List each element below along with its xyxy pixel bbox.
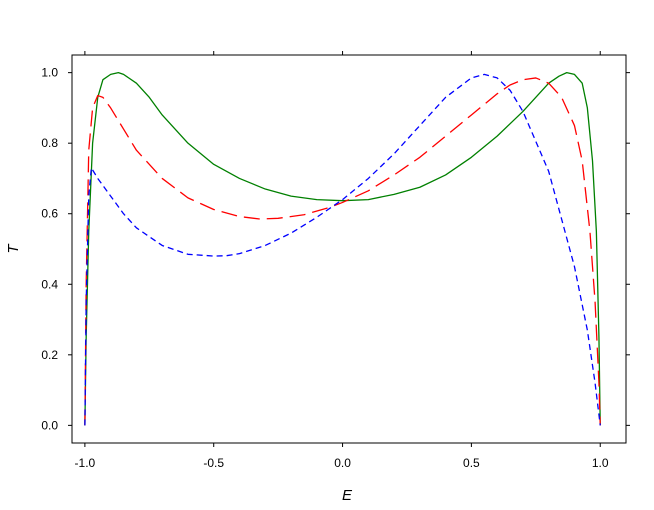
x-tick-label: 0.5 — [463, 456, 480, 470]
y-tick-label: 0.6 — [41, 207, 58, 221]
y-tick-label: 1.0 — [41, 66, 58, 80]
x-tick-label: 1.0 — [592, 456, 609, 470]
y-tick-label: 0.0 — [41, 418, 58, 432]
y-tick-label: 0.4 — [41, 277, 58, 291]
y-tick-label: 0.2 — [41, 348, 58, 362]
series-line-2 — [84, 77, 601, 426]
x-tick-label: 0.0 — [334, 456, 351, 470]
x-tick-label: -0.5 — [203, 456, 224, 470]
series-line-1 — [84, 71, 601, 426]
x-axis-label: E — [342, 487, 353, 504]
x-tick-label: -1.0 — [75, 456, 96, 470]
tick-labels: -1.0 -0.5 0.0 0.5 1.0 0.0 0.2 0.4 0.6 0.8 1.0 — [41, 66, 609, 470]
series-line-3 — [84, 73, 601, 426]
plot-frame — [71, 54, 627, 444]
y-axis-label: T — [5, 243, 22, 254]
series-layer — [84, 71, 601, 426]
y-tick-label: 0.8 — [41, 136, 58, 150]
tick-marks — [68, 51, 630, 447]
